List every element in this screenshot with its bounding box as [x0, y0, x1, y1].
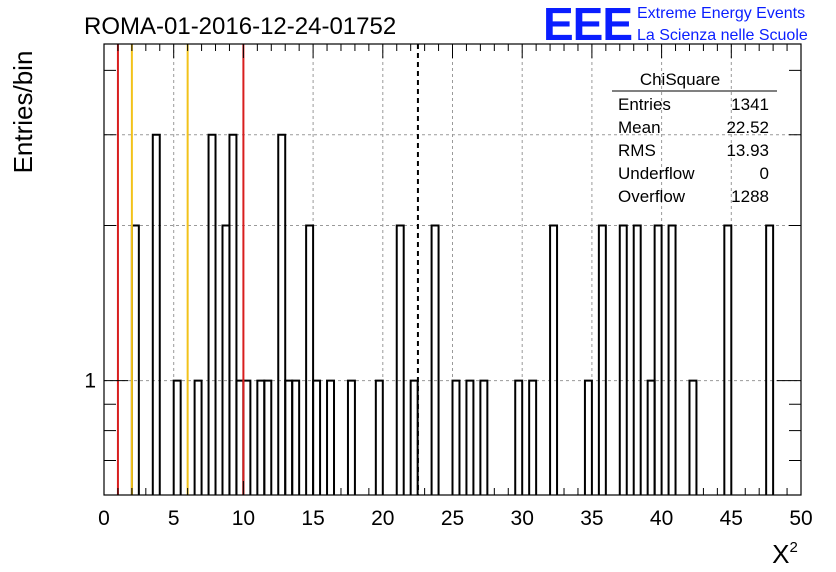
histogram-bin	[451, 379, 461, 495]
histogram-bin	[465, 379, 475, 495]
histogram-bin	[284, 379, 294, 495]
histogram-bin	[228, 133, 238, 495]
stats-label: Mean	[618, 118, 661, 137]
x-axis-title: X2	[772, 539, 798, 569]
stats-value: 13.93	[726, 141, 769, 160]
histogram-bin	[235, 379, 245, 495]
histogram-bin	[256, 379, 266, 495]
histogram-bin	[479, 379, 489, 495]
histogram-bin	[374, 379, 384, 495]
histogram-bin	[528, 379, 538, 495]
stats-value: 22.52	[726, 118, 769, 137]
y-tick-label: 1	[84, 370, 96, 393]
x-tick-label: 20	[371, 507, 394, 530]
plot-frame	[103, 43, 802, 496]
histogram-bin	[346, 379, 356, 495]
histogram-bin	[277, 133, 287, 495]
histogram-bin	[221, 224, 231, 495]
logo-line1: Extreme Energy Events	[637, 5, 805, 22]
x-tick-label: 30	[511, 507, 534, 530]
x-tick-label: 45	[720, 507, 743, 530]
stats-label: Overflow	[618, 187, 686, 206]
histogram-bin	[667, 224, 677, 495]
histogram-bin	[723, 224, 733, 495]
stats-box: ChiSquare Entries 1341 Mean 22.52 RMS 13.93 Un…	[612, 70, 777, 206]
histogram-bin	[326, 379, 336, 495]
histogram-bin	[618, 224, 628, 495]
histogram-bin	[130, 224, 140, 495]
histogram-bin	[172, 379, 182, 495]
chart-title: ROMA-01-2016-12-24-01752	[84, 13, 396, 40]
histogram-bin	[263, 379, 273, 495]
x-tick-label: 10	[232, 507, 255, 530]
x-tick-label: 50	[789, 507, 812, 530]
stats-label: RMS	[618, 141, 656, 160]
histogram-bin	[291, 379, 301, 495]
histogram-bin	[688, 379, 698, 495]
x-tick-label: 15	[301, 507, 324, 530]
histogram-bin	[193, 379, 203, 495]
y-axis-title: Entries/bin	[8, 51, 38, 174]
histogram-bin	[207, 133, 217, 495]
x-tick-label: 5	[168, 507, 180, 530]
histogram-bin	[395, 224, 405, 495]
stats-value: 0	[760, 164, 769, 183]
logo-line2: La Scienza nelle Scuole	[637, 27, 808, 44]
axis-ticks: 0 5 10 15 20 25 30 35 40 45 50 1	[84, 44, 813, 530]
stats-label: Underflow	[618, 164, 695, 183]
histogram-bin	[409, 379, 419, 495]
x-tick-label: 25	[441, 507, 464, 530]
histogram-bin	[653, 224, 663, 495]
x-tick-label: 0	[98, 507, 110, 530]
stats-title: ChiSquare	[640, 70, 720, 89]
histogram-bin	[242, 379, 252, 495]
histogram-bin	[312, 379, 322, 495]
eee-logo: EEE Extreme Energy Events La Scienza nel…	[543, 0, 808, 50]
stats-label: Entries	[618, 95, 671, 114]
histogram-bin	[765, 224, 775, 495]
histogram-bin	[646, 379, 656, 495]
x-tick-label: 35	[580, 507, 603, 530]
histogram-bin	[597, 224, 607, 495]
histogram-bin	[583, 379, 593, 495]
histogram-bin	[514, 379, 524, 495]
histogram-bin	[549, 224, 559, 495]
histogram-bin	[430, 224, 440, 495]
stats-value: 1341	[731, 95, 769, 114]
histogram-bars	[130, 133, 775, 495]
stats-value: 1288	[731, 187, 769, 206]
histogram-bin	[305, 224, 315, 495]
histogram-bin	[151, 133, 161, 495]
histogram-bin	[632, 224, 642, 495]
reference-lines	[116, 44, 419, 495]
logo-letters: EEE	[543, 0, 632, 50]
x-tick-label: 40	[650, 507, 673, 530]
